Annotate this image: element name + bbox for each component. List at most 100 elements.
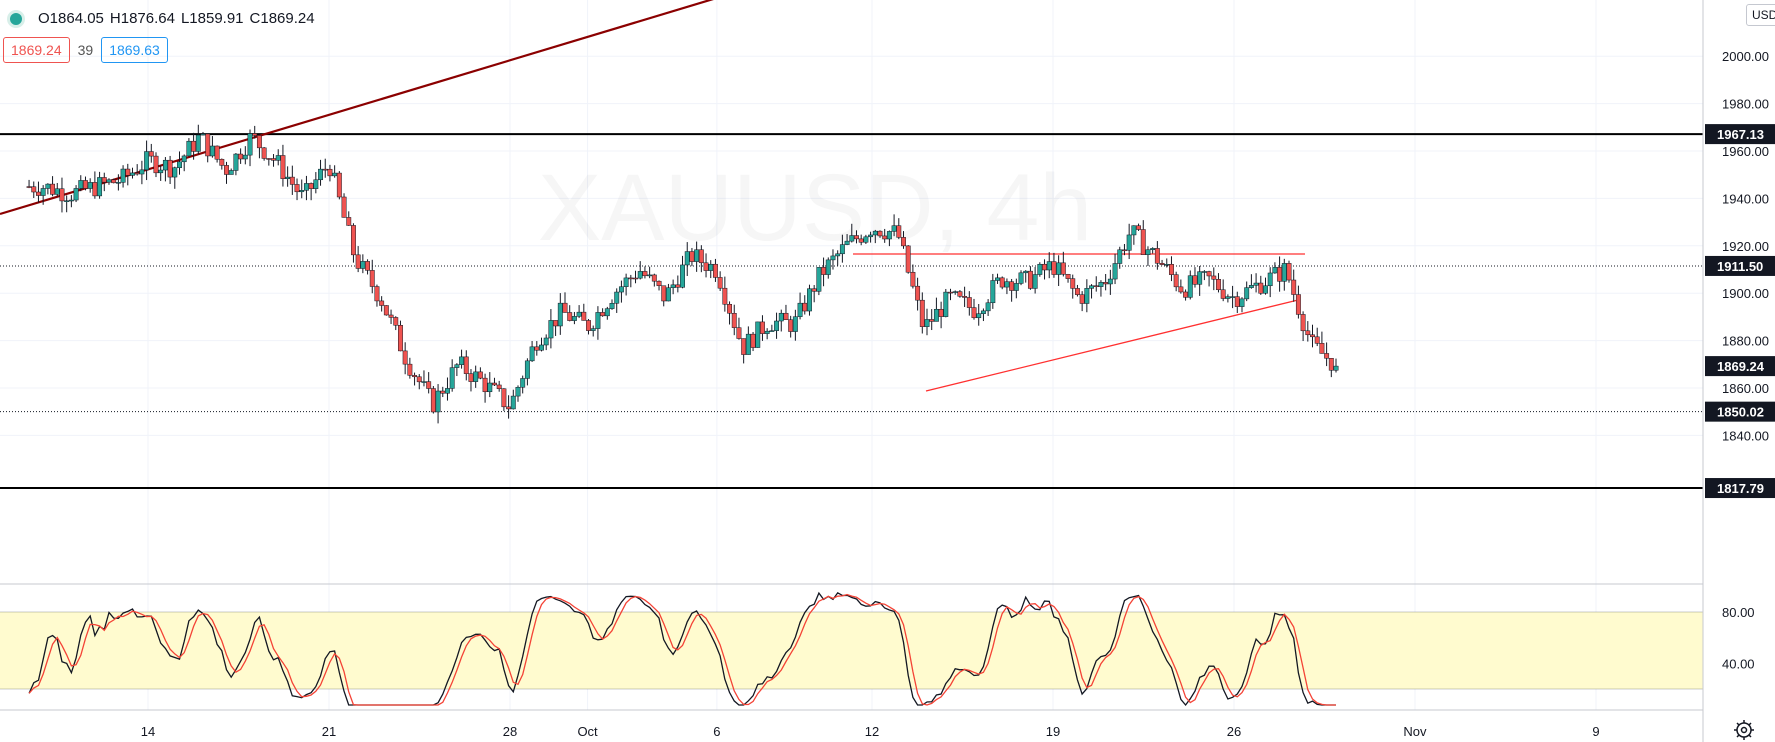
candle-body [308,183,314,189]
candle-body [106,179,112,183]
sell-button[interactable]: 1869.24 [3,37,70,63]
time-axis[interactable]: 14 21 28 Oct 6 12 19 26 Nov 9 [141,724,1600,739]
candle-body [64,200,70,202]
candle [492,377,497,386]
candle [275,149,281,166]
candle [1272,262,1278,274]
candle [459,349,465,369]
candle [487,372,493,398]
candle [144,140,150,181]
candle [440,386,446,398]
candle-body [637,271,643,279]
candle-body [261,147,267,159]
candle-body [868,234,874,238]
candle [783,304,789,320]
candle-body [200,133,206,136]
candle-body [792,316,798,332]
candle-body [567,312,573,321]
candle-body [224,165,229,175]
candle-body [1291,279,1297,295]
candle-body [209,145,215,157]
candle [224,161,229,184]
candle-body [863,236,869,243]
candle-body [647,274,653,277]
candle-body [1211,275,1217,280]
candle-body [1150,248,1156,251]
candle-body [1267,272,1273,287]
stochastic-k-line[interactable] [28,591,1336,707]
candle-body [1103,282,1109,285]
settings-gear-icon[interactable] [1734,720,1754,740]
candle [1230,285,1236,309]
candle-body [844,240,850,245]
candle-body [101,177,107,183]
candle-body [670,284,676,288]
candle [576,305,582,319]
stoch-tick-label: 40.00 [1722,656,1755,671]
candle-body [1032,274,1038,289]
candle-body [680,264,685,288]
candle [1314,327,1320,347]
candle-body [962,296,968,298]
price-tick-label: 1900.00 [1722,286,1769,301]
candle [327,164,333,182]
candle [120,165,126,188]
candle-body [933,308,939,322]
candle [506,395,512,419]
long-trendline[interactable] [0,0,720,216]
candle [158,165,164,181]
candle-body [153,155,159,174]
buy-button[interactable]: 1869.63 [101,37,168,63]
candle [1192,267,1198,288]
candle [454,363,460,377]
candle-body [1169,264,1174,275]
stochastic-axis[interactable]: 40.00 80.00 [1722,605,1755,671]
ohlc-legend: O1864.05 H1876.64 L1859.91 C1869.24 [10,10,315,27]
candle [665,283,671,302]
price-axis[interactable]: 1840.00 1860.00 1880.00 1900.00 1920.00 1940.… [1722,49,1769,443]
candle-body [1131,225,1137,236]
candle-body [1286,263,1292,281]
candle-body [440,390,446,394]
candle [1281,258,1287,291]
candle [1164,258,1170,268]
candle [844,234,850,246]
candle [87,178,93,193]
stochastic-d-line[interactable] [28,593,1336,706]
candle [83,176,88,191]
candle [839,234,845,263]
candle [1150,247,1156,254]
candle-body [1333,365,1339,371]
candle [54,182,60,197]
candle-body [398,325,403,352]
candle-body [1230,296,1236,298]
candle [962,286,968,307]
candle [318,159,323,186]
candle [1248,274,1254,289]
price-tick-label: 1840.00 [1722,428,1769,443]
candle-body [995,277,1000,281]
candle [774,312,780,339]
candle [412,372,418,386]
triangle-bottom-line[interactable] [925,299,1299,392]
candle-body [901,237,906,247]
candle-body [1300,314,1306,332]
candle-body [130,172,135,176]
candle [915,277,921,311]
candle [1093,276,1099,292]
candle [1079,291,1085,312]
candle-body [1324,353,1330,359]
candle [374,284,380,307]
candle-body [1018,272,1024,284]
candle [933,297,939,322]
candle-body [858,238,864,243]
currency-button[interactable]: USD [1746,4,1775,26]
candle-body [1074,288,1080,295]
candle-body [618,286,624,293]
candle-body [1197,271,1203,285]
candle [736,317,742,340]
candle-body [769,330,775,332]
candle-body [882,235,888,240]
time-tick-label: 6 [713,724,720,739]
